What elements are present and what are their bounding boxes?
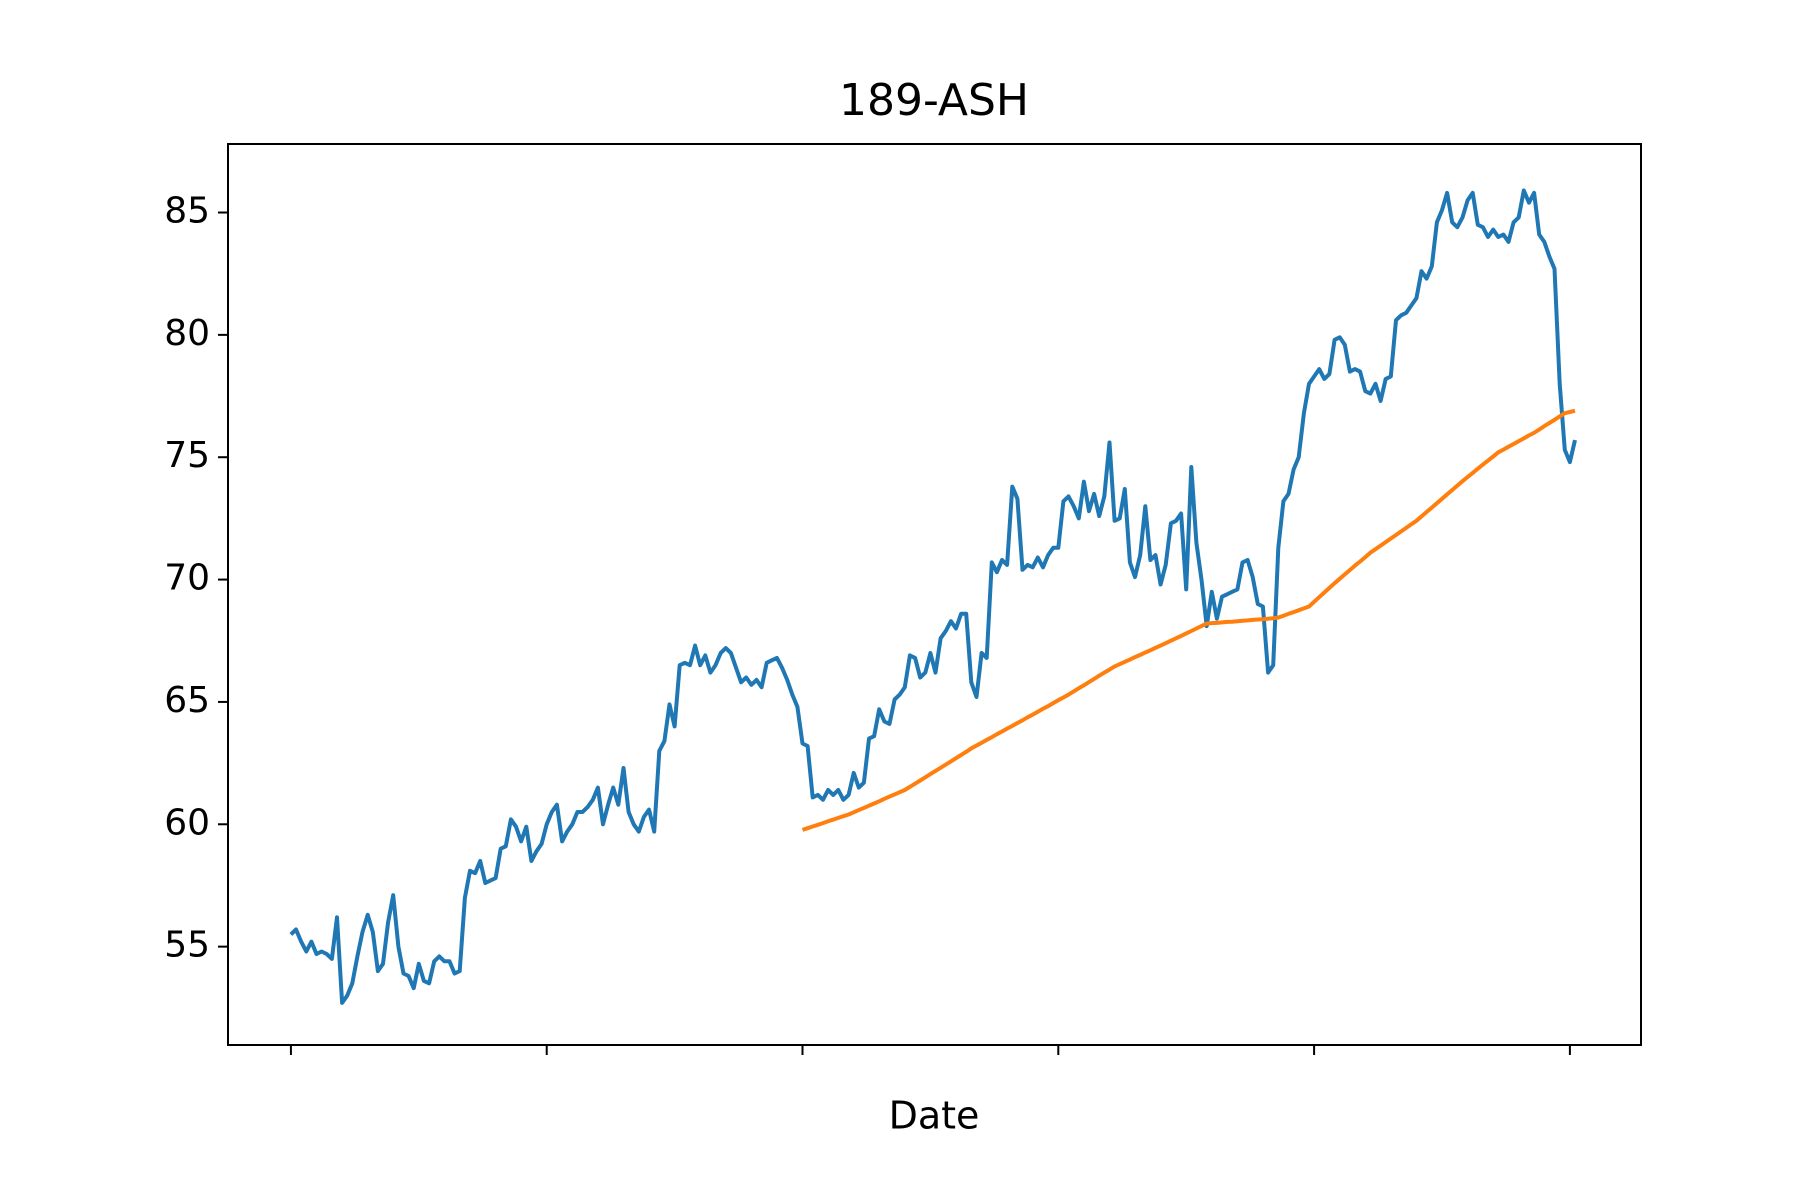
- y-tick-label: 85: [164, 191, 210, 232]
- y-tick-label: 60: [164, 802, 210, 843]
- x-axis-label: Date: [889, 1094, 980, 1138]
- y-tick-label: 75: [164, 435, 210, 476]
- line-series: [289, 188, 1577, 1005]
- y-tick-label: 70: [164, 558, 210, 599]
- chart-title: 189-ASH: [839, 75, 1029, 126]
- y-tick-label: 65: [164, 680, 210, 721]
- plot-frame: [227, 143, 1642, 1046]
- y-tick-label: 55: [164, 925, 210, 966]
- line-series: [801, 408, 1576, 832]
- y-tick-label: 80: [164, 313, 210, 354]
